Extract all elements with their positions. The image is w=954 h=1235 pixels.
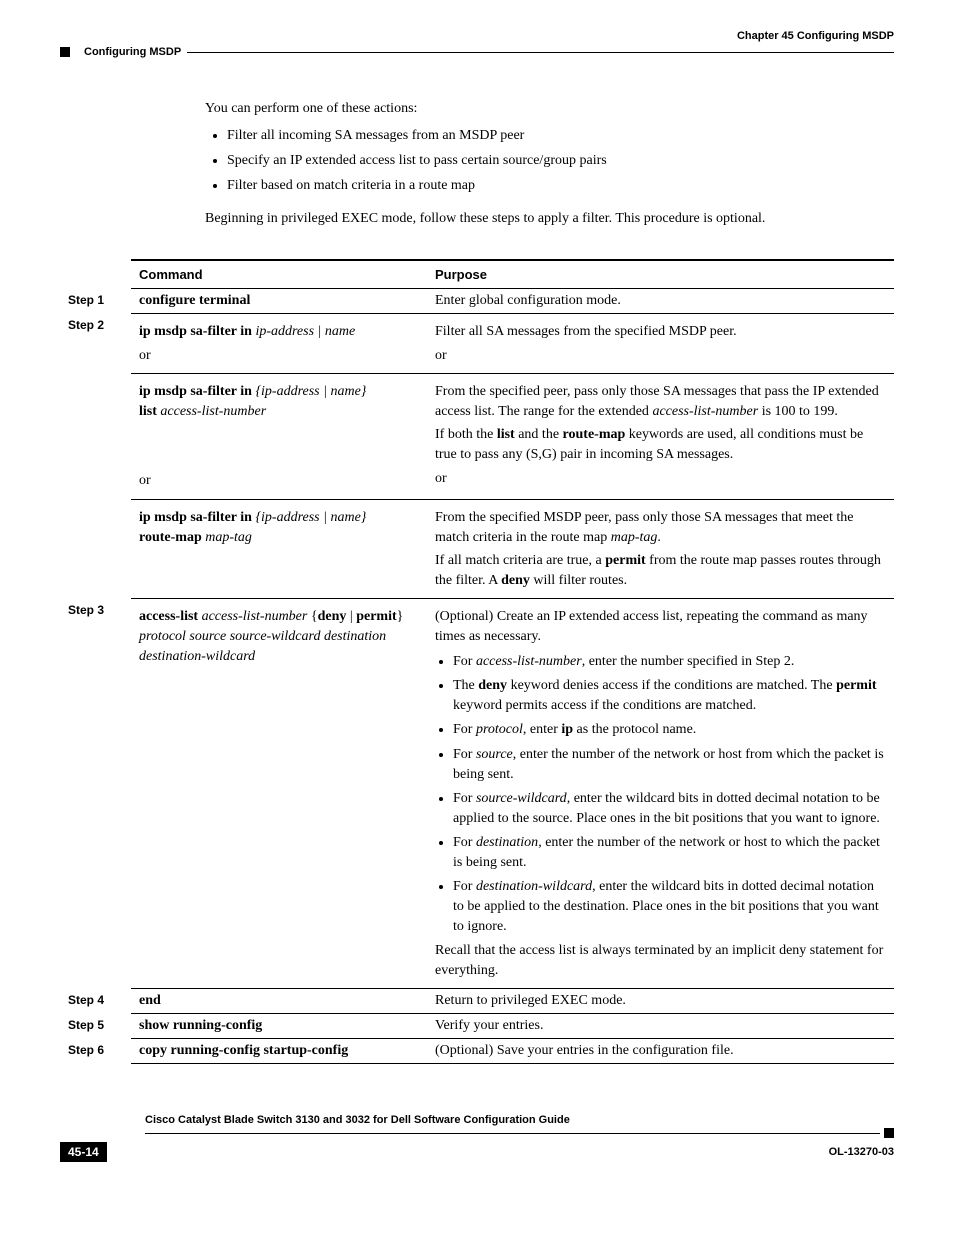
purpose-text: (Optional) Create an IP extended access … [435, 607, 886, 646]
table-row: Step 6 copy running-config startup-confi… [60, 1039, 894, 1064]
li-text: For [453, 747, 476, 762]
cmd-text: ip msdp sa-filter in [139, 384, 255, 399]
purpose-or: or [435, 469, 886, 489]
cmd-text: show running-config [139, 1018, 262, 1033]
li-text: For [453, 879, 476, 894]
li-arg: source-wildcard [476, 791, 567, 806]
cmd-arg: protocol source source-wildcard destinat… [139, 629, 386, 664]
page-number: 45-14 [60, 1142, 107, 1162]
li-arg: protocol [476, 722, 523, 737]
intro-block: You can perform one of these actions: Fi… [205, 98, 894, 229]
li-text: , enter the number specified in Step 2. [582, 654, 795, 669]
table-row: Step 1 configure terminal Enter global c… [60, 289, 894, 314]
cmd-text: configure terminal [139, 293, 250, 308]
intro-lead: You can perform one of these actions: [205, 98, 894, 119]
cmd-text: copy running-config startup-config [139, 1043, 348, 1058]
purpose-bold: list [497, 427, 515, 442]
cmd-arg: access-list-number [202, 609, 311, 624]
purpose-arg: map-tag [611, 530, 658, 545]
cmd-text: ip msdp sa-filter in [139, 324, 255, 339]
li-bold: permit [836, 678, 876, 693]
purpose-text: is 100 to 199. [758, 404, 838, 419]
table-row: ip msdp sa-filter in {ip-address | name}… [60, 374, 894, 500]
intro-bullet: Filter all incoming SA messages from an … [227, 125, 894, 146]
step-label: Step 1 [60, 289, 131, 314]
cmd-or: or [139, 471, 419, 491]
col-command: Command [131, 260, 427, 289]
section-heading: Configuring MSDP [84, 46, 181, 58]
purpose-or: or [435, 346, 886, 366]
intro-tail: Beginning in privileged EXEC mode, follo… [205, 208, 894, 229]
purpose-bold: permit [605, 553, 645, 568]
table-row: Step 5 show running-config Verify your e… [60, 1014, 894, 1039]
cmd-arg: access-list-number [160, 404, 266, 419]
li-text: , enter the number of the network or hos… [453, 747, 884, 782]
step-label: Step 2 [60, 314, 131, 599]
step-label: Step 3 [60, 599, 131, 989]
li-text: For [453, 791, 476, 806]
purpose-text: and the [515, 427, 563, 442]
li-text: For [453, 722, 476, 737]
table-row: Step 3 access-list access-list-number {d… [60, 599, 894, 989]
cmd-or: or [139, 346, 419, 366]
purpose-text: (Optional) Save your entries in the conf… [427, 1039, 894, 1064]
table-row: Step 2 ip msdp sa-filter in ip-address |… [60, 314, 894, 374]
purpose-text: Recall that the access list is always te… [435, 941, 886, 980]
cmd-arg: map-tag [205, 530, 252, 545]
cmd-text: permit [356, 609, 396, 624]
li-arg: destination [476, 835, 538, 850]
intro-bullet: Filter based on match criteria in a rout… [227, 175, 894, 196]
li-text: , enter [523, 722, 561, 737]
step-label: Step 4 [60, 989, 131, 1014]
table-row: ip msdp sa-filter in {ip-address | name}… [60, 499, 894, 598]
purpose-text: If both the [435, 427, 497, 442]
cmd-text: | [346, 609, 356, 624]
purpose-bold: deny [501, 573, 530, 588]
doc-number: OL-13270-03 [829, 1146, 894, 1158]
cmd-text: deny [318, 609, 347, 624]
li-text: The [453, 678, 478, 693]
cmd-arg: {ip-address | name} [255, 510, 366, 525]
footer: Cisco Catalyst Blade Switch 3130 and 303… [60, 1114, 894, 1162]
table-row: Step 4 end Return to privileged EXEC mod… [60, 989, 894, 1014]
purpose-arg: access-list-number [652, 404, 758, 419]
cmd-text: end [139, 993, 161, 1008]
footer-title: Cisco Catalyst Blade Switch 3130 and 303… [145, 1114, 894, 1126]
step-label: Step 5 [60, 1014, 131, 1039]
cmd-text: { [311, 609, 318, 624]
intro-bullet: Specify an IP extended access list to pa… [227, 150, 894, 171]
cmd-text: route-map [139, 530, 205, 545]
cmd-arg: {ip-address | name} [255, 384, 366, 399]
li-arg: source [476, 747, 513, 762]
cmd-text: access-list [139, 609, 202, 624]
cmd-text: } [397, 609, 404, 624]
cmd-text: list [139, 404, 160, 419]
col-purpose: Purpose [427, 260, 894, 289]
purpose-text: Filter all SA messages from the specifie… [435, 322, 886, 342]
li-text: as the protocol name. [573, 722, 696, 737]
li-bold: deny [478, 678, 507, 693]
li-text: For [453, 654, 476, 669]
chapter-heading: Chapter 45 Configuring MSDP [60, 30, 894, 42]
li-arg: access-list-number [476, 654, 582, 669]
li-text: keyword permits access if the conditions… [453, 698, 756, 713]
li-bold: ip [561, 722, 573, 737]
cmd-arg: ip-address | name [255, 324, 355, 339]
purpose-text: will filter routes. [530, 573, 627, 588]
li-arg: destination-wildcard [476, 879, 592, 894]
li-text: keyword denies access if the conditions … [507, 678, 836, 693]
step-label: Step 6 [60, 1039, 131, 1064]
cmd-text: ip msdp sa-filter in [139, 510, 255, 525]
header-rule: Configuring MSDP [60, 46, 894, 58]
purpose-text: If all match criteria are true, a [435, 553, 605, 568]
purpose-text: . [657, 530, 661, 545]
purpose-text: Enter global configuration mode. [427, 289, 894, 314]
steps-table: Command Purpose Step 1 configure termina… [60, 259, 894, 1064]
purpose-text: Return to privileged EXEC mode. [427, 989, 894, 1014]
purpose-bold: route-map [563, 427, 626, 442]
li-text: For [453, 835, 476, 850]
purpose-text: Verify your entries. [427, 1014, 894, 1039]
